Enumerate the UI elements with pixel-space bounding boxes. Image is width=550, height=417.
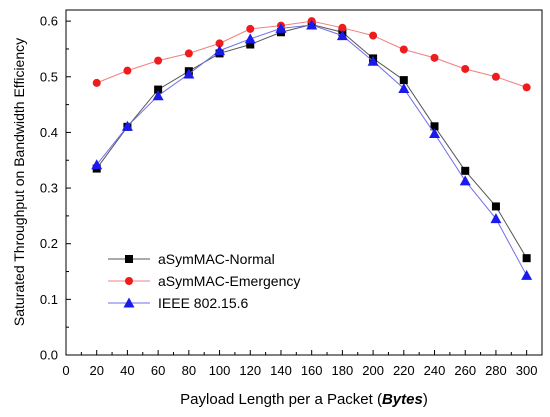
- data-point: [429, 128, 441, 139]
- data-point: [183, 68, 195, 79]
- data-point: [246, 24, 255, 33]
- legend-item: aSymMAC-Emergency: [108, 273, 300, 289]
- x-tick-label: 300: [516, 363, 538, 378]
- legend-marker: [125, 255, 133, 263]
- data-point: [461, 166, 470, 175]
- data-point: [461, 64, 470, 73]
- data-point: [92, 78, 101, 87]
- series-3: [91, 19, 533, 280]
- x-tick-label: 240: [424, 363, 446, 378]
- x-tick-label: 60: [151, 363, 165, 378]
- y-tick-label: 0.2: [40, 236, 58, 251]
- series-line: [96, 20, 527, 88]
- legend-item: IEEE 802.15.6: [108, 295, 249, 311]
- x-tick-label: 100: [209, 363, 231, 378]
- data-point: [214, 45, 226, 56]
- x-axis-label: Payload Length per a Packet (Bytes): [180, 391, 428, 408]
- y-axis-ticks: 0.0 0.1 0.2 0.3 0.4 0.5 0.6: [40, 14, 71, 363]
- legend-label: aSymMAC-Normal: [158, 251, 275, 267]
- data-point: [367, 55, 379, 66]
- legend-item: aSymMAC-Normal: [108, 251, 275, 267]
- data-point: [399, 45, 408, 54]
- data-point: [215, 39, 224, 48]
- x-tick-label: 120: [239, 363, 261, 378]
- legend-marker: [123, 297, 135, 308]
- y-tick-label: 0.6: [40, 14, 58, 29]
- data-point: [522, 254, 531, 263]
- data-point: [491, 72, 500, 81]
- data-point: [91, 159, 103, 170]
- data-point: [306, 19, 318, 30]
- data-point: [154, 56, 163, 65]
- x-tick-label: 40: [120, 363, 134, 378]
- x-tick-label: 0: [62, 363, 69, 378]
- data-point: [490, 213, 502, 224]
- y-axis-label: Saturated Throughput on Bandwidth Effici…: [11, 38, 27, 326]
- y-tick-label: 0.3: [40, 181, 58, 196]
- legend-label: aSymMAC-Emergency: [158, 273, 300, 289]
- legend-label: IEEE 802.15.6: [158, 295, 249, 311]
- x-tick-label: 200: [362, 363, 384, 378]
- data-point: [184, 49, 193, 58]
- data-point: [430, 122, 439, 131]
- legend: aSymMAC-Normal aSymMAC-Emergency IEEE 802.…: [108, 251, 300, 311]
- x-tick-label: 20: [89, 363, 103, 378]
- plot-frame: [65, 9, 543, 356]
- x-axis-ticks: 0 20 40 60 80 100 120 140 160 180 200 220 240 260 280 3…: [62, 350, 537, 378]
- legend-marker: [125, 277, 133, 285]
- data-point: [459, 175, 471, 186]
- x-tick-label: 80: [182, 363, 196, 378]
- data-point: [275, 22, 287, 33]
- y-tick-label: 0.1: [40, 292, 58, 307]
- series-layer: [91, 17, 533, 280]
- y-tick-label: 0.4: [40, 125, 58, 140]
- data-point: [152, 90, 164, 101]
- data-point: [369, 31, 378, 40]
- y-tick-label: 0.0: [40, 348, 58, 363]
- data-point: [399, 76, 408, 85]
- x-tick-label: 260: [454, 363, 476, 378]
- data-point: [338, 23, 347, 32]
- data-point: [123, 66, 132, 75]
- x-tick-label: 160: [301, 363, 323, 378]
- data-point: [522, 83, 531, 92]
- x-tick-label: 220: [393, 363, 415, 378]
- data-point: [521, 269, 533, 280]
- data-point: [244, 33, 256, 44]
- data-point: [430, 53, 439, 62]
- x-tick-label: 140: [270, 363, 292, 378]
- data-point: [121, 120, 133, 131]
- x-tick-label: 180: [332, 363, 354, 378]
- data-point: [398, 82, 410, 93]
- x-tick-label: 280: [485, 363, 507, 378]
- data-point: [336, 30, 348, 41]
- y-tick-label: 0.5: [40, 69, 58, 84]
- data-point: [491, 202, 500, 211]
- data-point: [154, 85, 163, 94]
- data-point: [246, 40, 255, 49]
